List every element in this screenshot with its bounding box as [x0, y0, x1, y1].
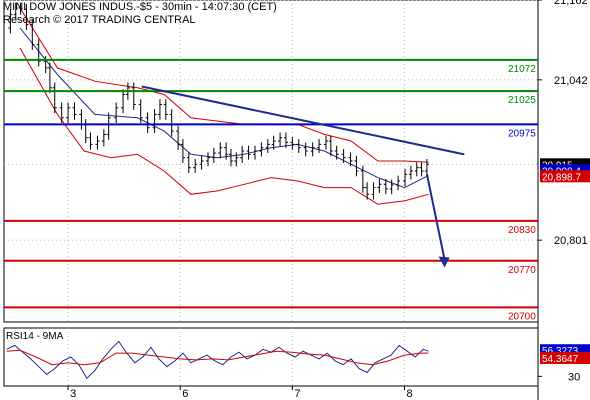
x-tick-label: 7 [294, 388, 300, 400]
x-tick-label: 3 [70, 388, 76, 400]
projection-arrow-head [438, 256, 450, 268]
chart-title: MINI DOW JONES INDUS.-$5 - 30min - 14:07… [3, 1, 277, 13]
level-label-20700: 20700 [508, 311, 536, 322]
band-upper-line [19, 7, 429, 163]
level-label-20830: 20830 [508, 225, 536, 236]
rsi-series-9ma [6, 349, 429, 366]
x-tick-label: 8 [407, 388, 413, 400]
level-label-20975: 20975 [508, 128, 536, 139]
level-label-21025: 21025 [508, 95, 536, 106]
rsi-blue-tag: 56.3273 [542, 346, 579, 357]
level-label-21072: 21072 [508, 64, 536, 75]
projection-arrow-shaft [425, 174, 446, 260]
rsi-series-rsi14 [6, 340, 429, 380]
red-value-tag: 20,898.7 [542, 172, 581, 183]
rsi-red-tag-box [540, 351, 590, 364]
moving-average-line [19, 27, 429, 189]
price-tick-label: 21,162 [554, 0, 588, 7]
chart-source: Research © 2017 TRADING CENTRAL [3, 14, 196, 26]
rsi-red-tag: 54.3647 [542, 354, 579, 365]
price-tick-label: 20,801 [554, 235, 588, 247]
band-lower-line [19, 47, 429, 205]
level-label-20770: 20770 [508, 265, 536, 276]
price-tick-label: 21,042 [554, 75, 588, 87]
x-tick-label: 6 [182, 388, 188, 400]
red-value-tag-box [540, 170, 590, 183]
rsi-plot-frame [3, 327, 539, 387]
price-plot-frame [3, 0, 539, 323]
rsi-title: RSI14 - 9MA [6, 331, 64, 342]
resistance-trendline [141, 85, 465, 156]
rsi-tick-label: 30 [568, 371, 580, 383]
